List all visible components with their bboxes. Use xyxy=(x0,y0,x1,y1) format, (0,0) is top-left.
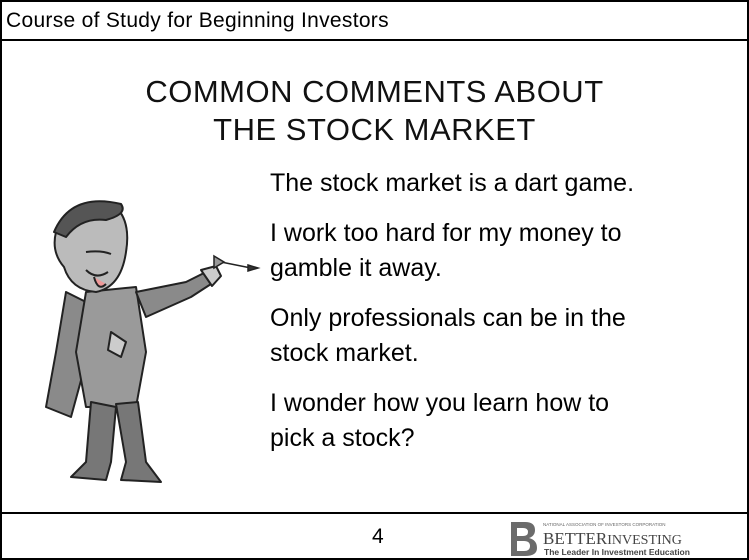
comments: The stock market is a dart game. I work t… xyxy=(270,166,745,471)
slide-title: THE STOCK MARKET xyxy=(213,112,536,147)
comment: I work too hard for my money to gamble it… xyxy=(270,216,745,286)
header-title: Course of Study for Beginning Investors xyxy=(6,9,389,32)
comment-line: pick a stock? xyxy=(270,424,415,452)
comment: The stock market is a dart game. xyxy=(270,166,745,201)
logo-tagline: The Leader In Investment Education xyxy=(544,547,690,557)
header: Course of Study for Beginning Investors xyxy=(2,2,747,41)
cartoon-dart-thrower xyxy=(45,200,261,483)
comment-line: I wonder how you learn how to xyxy=(270,389,610,417)
footer: 4 NATIONAL ASSOCIATION OF INVESTORS CORP… xyxy=(2,512,747,560)
comment-line: I work too hard for my money to xyxy=(270,219,622,247)
comment-line: The stock market is a dart game. xyxy=(270,169,635,197)
comment-line: Only professionals can be in the xyxy=(270,304,626,332)
comment-line: stock market. xyxy=(270,339,419,367)
comment: Only professionals can be in the stock ma… xyxy=(270,301,745,371)
logo-name: BETTERINVESTING xyxy=(543,529,682,548)
logo: NATIONAL ASSOCIATION OF INVESTORS CORPOR… xyxy=(511,522,690,557)
slide-title: COMMON COMMENTS ABOUT xyxy=(145,74,604,109)
page-number: 4 xyxy=(372,525,384,548)
comment: I wonder how you learn how to pick a stoc… xyxy=(270,386,745,456)
comment-line: gamble it away. xyxy=(270,254,442,282)
logo-org: NATIONAL ASSOCIATION OF INVESTORS CORPOR… xyxy=(543,522,666,527)
logo-mark xyxy=(517,528,530,551)
